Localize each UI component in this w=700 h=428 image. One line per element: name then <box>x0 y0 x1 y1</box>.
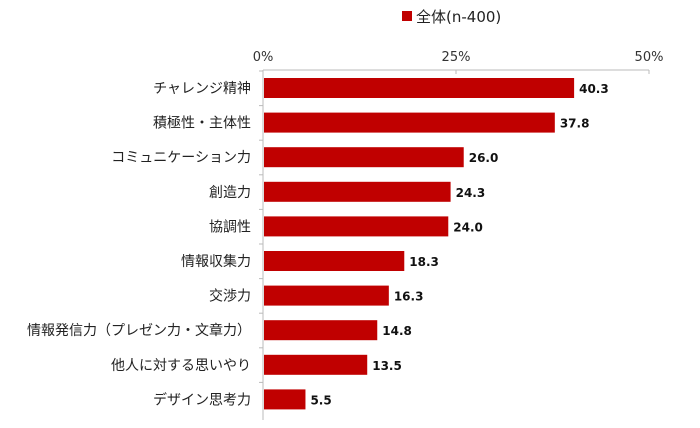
category-label: 積極性・主体性 <box>153 116 251 132</box>
data-label: 37.8 <box>560 117 590 131</box>
x-tick-label: 0% <box>253 50 274 65</box>
bar <box>264 285 389 306</box>
bar <box>264 320 378 341</box>
category-label: 協調性 <box>209 219 251 235</box>
legend: 全体(n-400) <box>402 8 501 26</box>
category-label: コミュニケーション力 <box>111 150 251 166</box>
data-label: 24.3 <box>456 186 486 200</box>
x-tick-label: 50% <box>635 50 664 65</box>
category-label: 情報発信力（プレゼン力・文章力） <box>27 322 251 339</box>
x-tick-label: 25% <box>442 50 471 65</box>
category-label: 創造力 <box>209 185 251 201</box>
bar <box>264 78 575 98</box>
category-label: チャレンジ精神 <box>153 81 251 97</box>
bar <box>264 147 464 168</box>
category-label: デザイン思考力 <box>153 391 251 408</box>
data-label: 40.3 <box>579 82 609 96</box>
y-axis: チャレンジ精神積極性・主体性コミュニケーション力創造力協調性情報収集力交渉力情報… <box>27 70 264 420</box>
bars: 40.3 37.8 26.0 24.3 24.0 18.3 16.3 14.8 13.5 5.5 <box>264 78 609 410</box>
bar <box>264 216 449 237</box>
data-label: 13.5 <box>372 359 402 373</box>
data-label: 14.8 <box>382 324 412 338</box>
data-label: 16.3 <box>394 290 424 304</box>
bar <box>264 112 555 133</box>
bar <box>264 251 405 271</box>
category-label: 交渉力 <box>209 288 251 305</box>
x-axis: 0% 25% 50% <box>253 50 664 74</box>
data-label: 24.0 <box>453 220 483 234</box>
bar <box>264 354 368 375</box>
data-label: 5.5 <box>310 393 331 407</box>
legend-label: 全体(n-400) <box>416 8 501 26</box>
data-label: 26.0 <box>469 151 499 165</box>
bar <box>264 389 306 410</box>
category-label: 情報収集力 <box>181 253 251 270</box>
legend-swatch <box>402 11 412 21</box>
category-label: 他人に対する思いやり <box>111 358 251 374</box>
data-label: 18.3 <box>409 255 439 269</box>
bar <box>264 181 451 202</box>
